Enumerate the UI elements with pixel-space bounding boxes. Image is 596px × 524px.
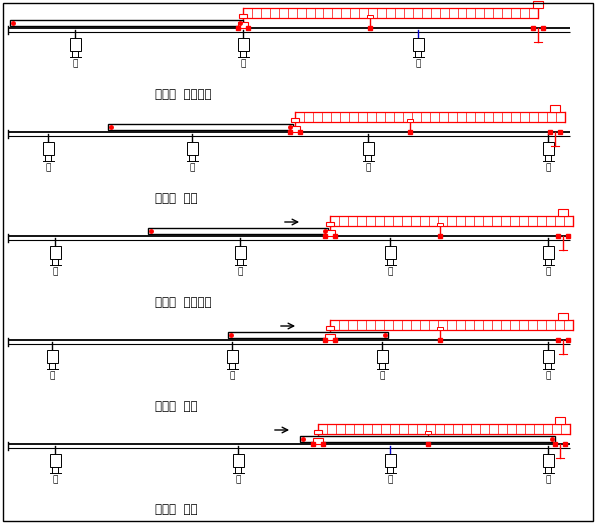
Text: 湾: 湾 (387, 267, 393, 276)
Text: 步骤二  过孔: 步骤二 过孔 (155, 192, 197, 205)
Bar (555, 417, 565, 424)
Text: 湾: 湾 (545, 267, 551, 276)
Bar (148, 228, 328, 234)
Bar (187, 142, 197, 155)
Bar (49, 246, 61, 259)
Text: 步骤四  喂梁: 步骤四 喂梁 (155, 400, 197, 413)
Bar (384, 246, 396, 259)
Bar (542, 350, 554, 363)
Text: 湾: 湾 (52, 475, 58, 484)
Bar (238, 22, 248, 28)
Text: 湾: 湾 (365, 163, 371, 172)
Bar (226, 350, 237, 363)
Bar (46, 350, 57, 363)
Bar (407, 119, 413, 122)
Bar (362, 142, 374, 155)
Bar (550, 105, 560, 112)
Text: 湾: 湾 (237, 267, 243, 276)
Bar (290, 126, 300, 132)
Bar (425, 431, 431, 434)
Text: 湾: 湾 (52, 267, 58, 276)
Bar (325, 230, 335, 236)
Bar (10, 20, 243, 26)
Bar (42, 142, 54, 155)
Bar (377, 350, 387, 363)
Text: 湾: 湾 (387, 475, 393, 484)
Bar (542, 246, 554, 259)
Bar (313, 438, 323, 444)
Text: 湾: 湾 (235, 475, 241, 484)
Bar (108, 124, 293, 130)
Bar (325, 334, 335, 340)
Text: 步骤五  落梁: 步骤五 落梁 (155, 503, 197, 516)
Text: 湾: 湾 (229, 371, 235, 380)
Bar (314, 430, 322, 434)
Bar (228, 332, 388, 338)
Text: 湾: 湾 (190, 163, 195, 172)
Bar (239, 14, 247, 18)
Text: 湾: 湾 (240, 59, 246, 68)
Text: 湾: 湾 (545, 163, 551, 172)
Bar (237, 38, 249, 51)
Bar (412, 38, 424, 51)
Bar (437, 223, 443, 226)
Text: 湾: 湾 (545, 371, 551, 380)
Bar (533, 1, 543, 8)
Text: 湾: 湾 (415, 59, 421, 68)
Bar (558, 313, 568, 320)
Text: 湾: 湾 (379, 371, 384, 380)
Bar (437, 327, 443, 330)
Bar (326, 222, 334, 226)
Text: 湾: 湾 (545, 475, 551, 484)
Bar (326, 326, 334, 330)
Text: 步骤一  准备过孔: 步骤一 准备过孔 (155, 88, 212, 101)
Bar (49, 454, 61, 467)
Text: 湾: 湾 (49, 371, 55, 380)
Text: 湾: 湾 (72, 59, 77, 68)
Bar (558, 209, 568, 216)
Bar (300, 436, 555, 442)
Bar (542, 142, 554, 155)
Text: 湾: 湾 (45, 163, 51, 172)
Bar (367, 15, 373, 18)
Bar (542, 454, 554, 467)
Bar (384, 454, 396, 467)
Bar (234, 246, 246, 259)
Bar (291, 118, 299, 122)
Text: 步骤三  过孔到位: 步骤三 过孔到位 (155, 296, 212, 309)
Bar (70, 38, 80, 51)
Bar (232, 454, 244, 467)
